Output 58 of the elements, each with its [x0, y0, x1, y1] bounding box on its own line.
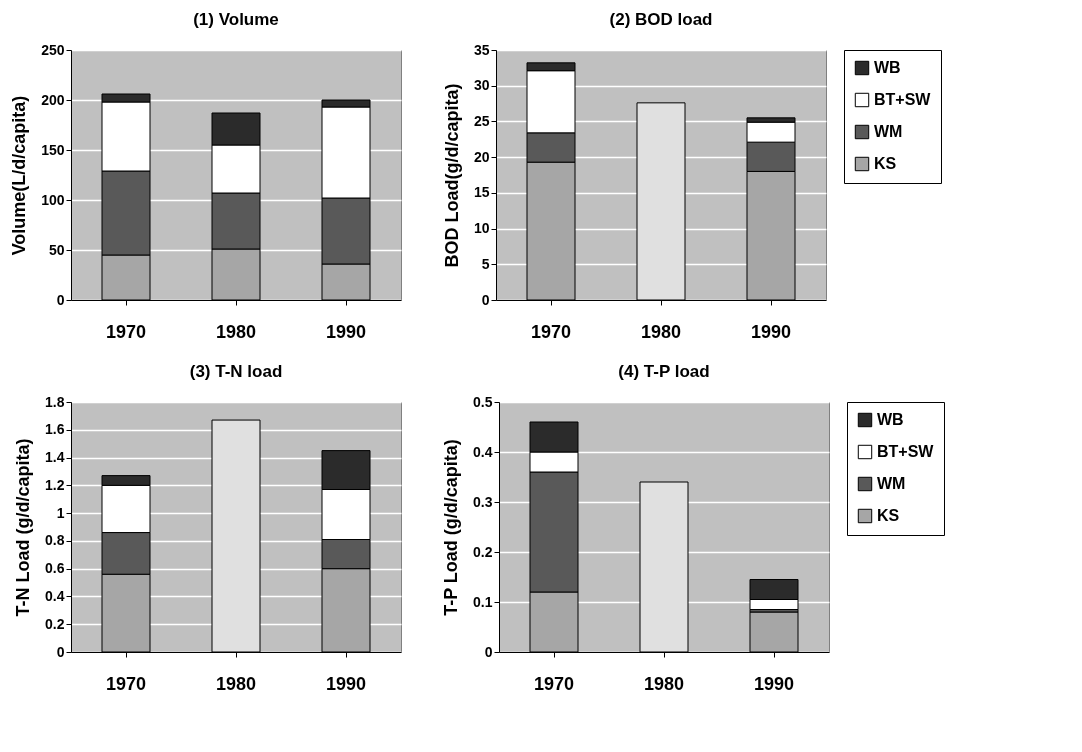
y-tick-label: 100 — [41, 191, 65, 208]
legend-label: WB — [874, 59, 901, 76]
x-tick-label: 1980 — [215, 321, 257, 342]
y-tick-label: 50 — [48, 241, 65, 258]
y-tick-label: 0.4 — [473, 443, 493, 460]
legend-label: WB — [877, 411, 904, 428]
legend-label: WM — [877, 475, 906, 492]
y-tick-label: 30 — [473, 77, 490, 94]
x-tick-label: 1990 — [325, 673, 367, 694]
chart-title: (3) T-N load — [189, 362, 283, 381]
chart-title: (4) T-P load — [618, 362, 710, 381]
x-tick-label: 1970 — [105, 321, 147, 342]
legend-label: WM — [874, 123, 903, 140]
y-tick-label: 0.2 — [45, 615, 65, 632]
y-axis-title: T-N Load (g/d/capita) — [13, 438, 34, 617]
legend-label: KS — [877, 507, 900, 524]
y-tick-label: 15 — [473, 184, 490, 201]
y-tick-label: 10 — [473, 220, 490, 237]
y-tick-label: 0 — [56, 291, 65, 308]
y-tick-label: 0.4 — [45, 587, 65, 604]
y-tick-label: 0.6 — [45, 560, 65, 577]
y-tick-label: 250 — [41, 41, 65, 58]
x-tick-label: 1970 — [105, 673, 147, 694]
y-axis-title: Volume(L/d/capita) — [9, 95, 30, 256]
y-tick-label: 0 — [484, 643, 493, 660]
y-tick-label: 0 — [481, 291, 490, 308]
x-tick-label: 1970 — [533, 673, 575, 694]
y-tick-label: 1 — [56, 504, 65, 521]
x-tick-label: 1970 — [530, 321, 572, 342]
x-tick-label: 1990 — [325, 321, 367, 342]
y-tick-label: 0 — [56, 643, 65, 660]
y-tick-label: 1.2 — [45, 476, 65, 493]
y-tick-label: 1.8 — [45, 393, 65, 410]
y-tick-label: 150 — [41, 141, 65, 158]
y-tick-label: 35 — [473, 41, 490, 58]
y-axis-title: BOD Load(g/d/capita) — [441, 83, 462, 268]
x-tick-label: 1980 — [643, 673, 685, 694]
y-tick-label: 0.3 — [473, 493, 493, 510]
legend-label: KS — [874, 155, 897, 172]
x-tick-label: 1980 — [215, 673, 257, 694]
y-tick-label: 1.6 — [45, 421, 65, 438]
y-tick-label: 0.5 — [473, 393, 493, 410]
y-tick-label: 25 — [473, 112, 490, 129]
x-tick-label: 1990 — [753, 673, 795, 694]
y-tick-label: 5 — [481, 255, 490, 272]
x-tick-label: 1980 — [640, 321, 682, 342]
chart-title: (2) BOD load — [609, 10, 713, 29]
legend-label: BT+SW — [874, 91, 932, 108]
y-tick-label: 20 — [473, 148, 490, 165]
y-tick-label: 0.2 — [473, 543, 493, 560]
x-tick-label: 1990 — [750, 321, 792, 342]
y-tick-label: 200 — [41, 91, 65, 108]
y-axis-title: T-P Load (g/d/capita) — [441, 439, 462, 616]
y-tick-label: 0.8 — [45, 532, 65, 549]
y-tick-label: 0.1 — [473, 593, 493, 610]
chart-title: (1) Volume — [193, 10, 279, 29]
y-tick-label: 1.4 — [45, 449, 65, 466]
legend-label: BT+SW — [877, 443, 935, 460]
